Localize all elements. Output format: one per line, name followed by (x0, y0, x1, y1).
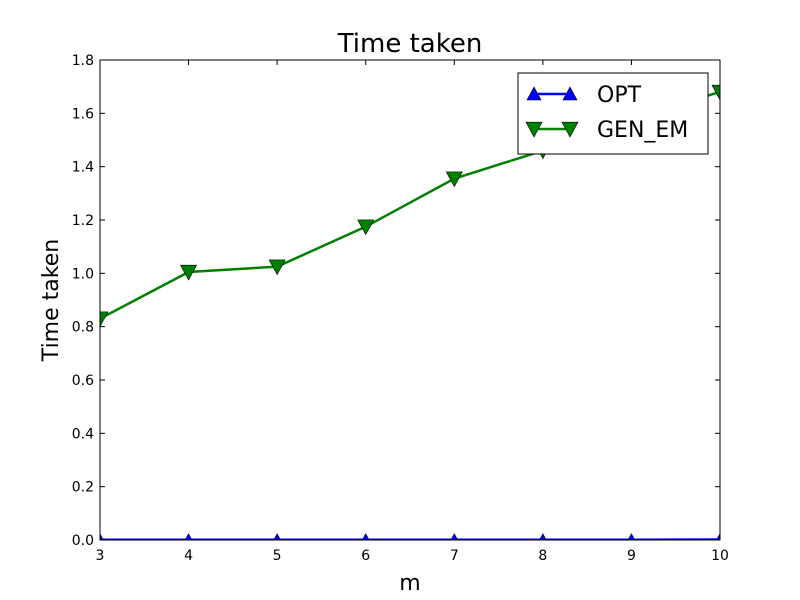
data-point (184, 533, 193, 540)
x-tick-label: 5 (273, 548, 282, 564)
data-point (100, 311, 109, 328)
data-point (627, 533, 636, 540)
legend-marker (526, 86, 542, 101)
legend-box (517, 72, 709, 155)
chart-title: Time taken (337, 29, 483, 59)
y-tick-label: 1.4 (72, 160, 94, 176)
y-tick-label: 0.4 (72, 426, 94, 442)
data-point (357, 219, 375, 236)
legend-marker (562, 86, 578, 101)
x-tick-label: 6 (361, 548, 370, 564)
y-tick-label: 1.6 (72, 106, 94, 122)
data-point (539, 533, 547, 540)
legend-label: OPT (597, 83, 642, 108)
x-tick-label: 7 (450, 548, 459, 564)
y-axis-label: Time taken (39, 239, 64, 362)
legend: OPT GEN_EM (517, 72, 709, 155)
data-point (445, 171, 463, 188)
x-tick-label: 9 (627, 548, 636, 564)
x-tick-label: 4 (184, 548, 193, 564)
data-point (180, 264, 198, 281)
data-point (361, 533, 370, 540)
y-tick-label: 0.8 (72, 320, 94, 336)
x-tick-label: 8 (538, 548, 547, 564)
x-tick-label: 3 (96, 548, 105, 564)
data-point (711, 84, 720, 101)
data-point (450, 533, 459, 540)
y-tick-label: 0.2 (72, 480, 94, 496)
y-tick-label: 0.6 (72, 373, 94, 389)
x-tick-label: 10 (711, 548, 729, 564)
legend-marker (525, 121, 543, 138)
data-point (273, 533, 281, 540)
data-point (268, 259, 286, 276)
legend-label: GEN_EM (597, 118, 688, 143)
plot-area-frame (99, 59, 721, 541)
y-tick-label: 1.0 (72, 266, 94, 282)
y-tick-label: 1.2 (72, 213, 94, 229)
data-point (100, 533, 104, 540)
data-point (716, 532, 720, 540)
axis-ticks: 3 4 5 6 7 8 9 10 0.0 0.2 0.4 0.6 0.8 1.0 1.2 1.4 1.6 1.8 (72, 53, 729, 564)
legend-marker (561, 121, 579, 138)
y-tick-label: 0.0 (72, 533, 94, 549)
y-tick-label: 1.8 (72, 53, 94, 69)
x-axis-label: m (399, 571, 420, 596)
